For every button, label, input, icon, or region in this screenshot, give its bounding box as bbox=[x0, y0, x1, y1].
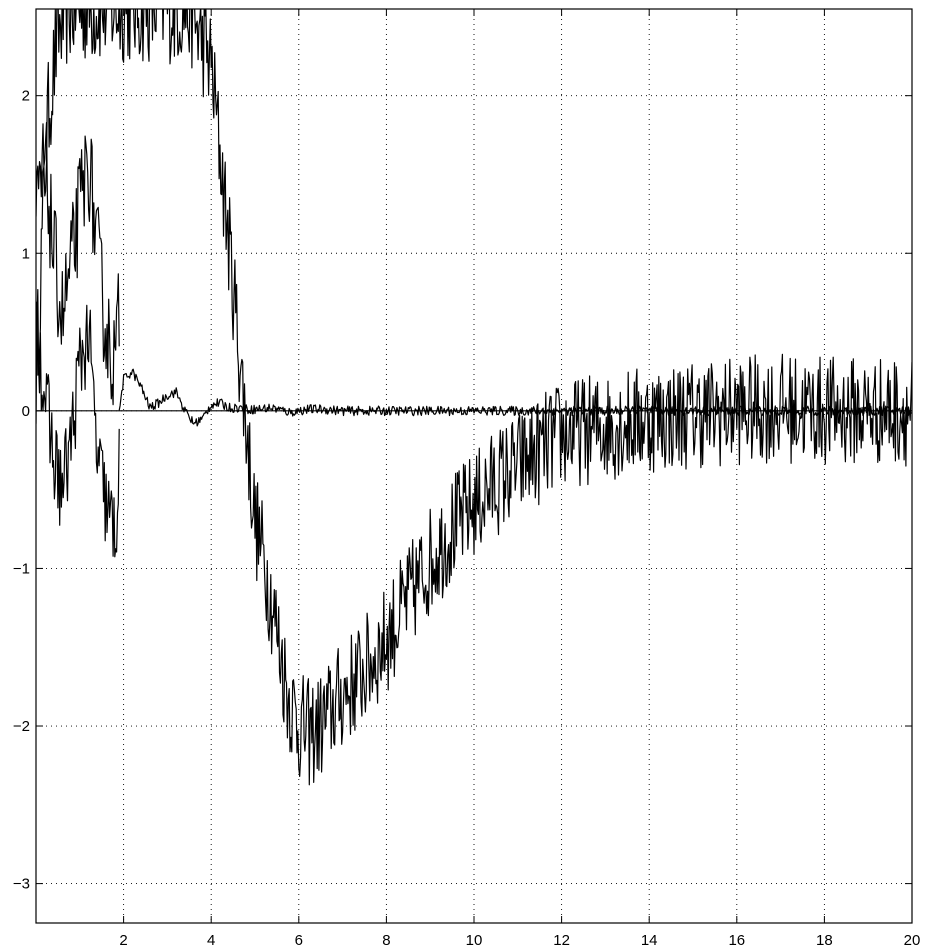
plot-frame bbox=[35, 8, 913, 924]
y-tick-label: −2 bbox=[13, 718, 30, 735]
x-tick-label: 4 bbox=[207, 932, 215, 949]
y-tick-label: −1 bbox=[13, 560, 30, 577]
x-tick-label: 18 bbox=[816, 932, 833, 949]
y-tick-label: 0 bbox=[22, 403, 30, 420]
series-line-2 bbox=[36, 122, 120, 406]
series-line-1 bbox=[36, 9, 912, 786]
plot-series bbox=[36, 9, 912, 786]
x-tick-label: 12 bbox=[553, 932, 570, 949]
y-tick-label: 2 bbox=[22, 88, 30, 105]
x-tick-label: 16 bbox=[728, 932, 745, 949]
x-tick-label: 20 bbox=[904, 932, 921, 949]
grid bbox=[36, 9, 912, 923]
y-tick-label: −3 bbox=[13, 876, 30, 893]
x-tick-label: 14 bbox=[641, 932, 658, 949]
series-line-4 bbox=[118, 368, 912, 427]
x-tick-label: 8 bbox=[382, 932, 390, 949]
x-tick-label: 10 bbox=[466, 932, 483, 949]
x-tick-label: 6 bbox=[295, 932, 303, 949]
x-tick-label: 2 bbox=[119, 932, 127, 949]
y-tick-label: 1 bbox=[22, 245, 30, 262]
series-line-3 bbox=[36, 301, 120, 558]
